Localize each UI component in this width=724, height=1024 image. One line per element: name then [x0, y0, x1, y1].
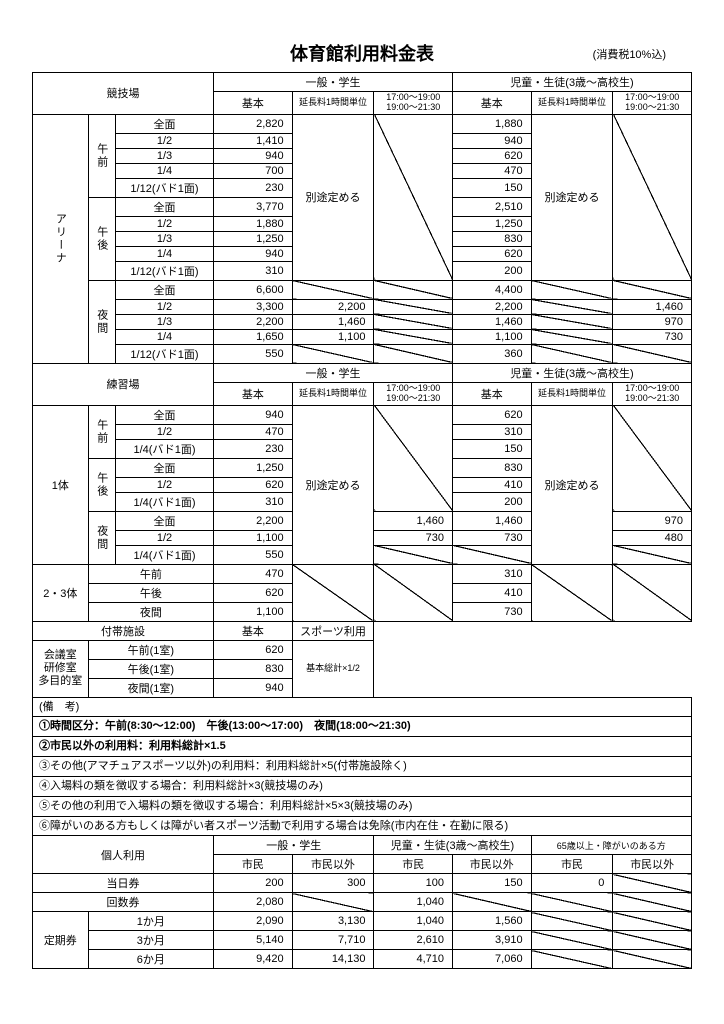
separately-general: 別途定める	[292, 114, 374, 280]
note-row: ③その他(アマチュアスポーツ以外)の利用料：利用料総計×5(付帯施設除く)	[33, 757, 692, 777]
facilities-header: 付帯施設	[33, 621, 214, 640]
note-row: ②市民以外の利用料：利用料総計×1.5	[33, 737, 692, 757]
body23: 2・3体	[33, 564, 89, 621]
separately-child: 別途定める	[531, 114, 613, 280]
arena-section: アリーナ	[33, 114, 89, 363]
meeting-rooms: 会議室研修室多目的室	[33, 640, 89, 697]
personal-header: 個人利用	[33, 836, 214, 874]
arena-header: 競技場	[33, 73, 214, 115]
notes-header: (備 考)	[33, 697, 692, 717]
note-row: ①時間区分：午前(8:30～12:00) 午後(13:00～17:00) 夜間(…	[33, 717, 692, 737]
tax-note: (消費税10%込)	[593, 46, 666, 62]
fee-table: 競技場 一般・学生 児童・生徒(3歳～高校生) 基本 延長料1時間単位 17:0…	[32, 72, 692, 969]
note-row: ④入場料の類を徴収する場合：利用料総計×3(競技場のみ)	[33, 776, 692, 796]
half-note: 基本総計×1/2	[292, 640, 374, 697]
note-row: ⑤その他の利用で入場料の類を徴収する場合：利用料総計×5×3(競技場のみ)	[33, 796, 692, 816]
note-row: ⑥障がいのある方もしくは障がい者スポーツ活動で利用する場合は免除(市内在住・在勤…	[33, 816, 692, 836]
child-student-header: 児童・生徒(3歳～高校生)	[453, 73, 692, 92]
body1: 1体	[33, 405, 89, 564]
pass-label: 定期券	[33, 912, 89, 969]
practice-header: 練習場	[33, 363, 214, 405]
general-student-header: 一般・学生	[214, 73, 453, 92]
